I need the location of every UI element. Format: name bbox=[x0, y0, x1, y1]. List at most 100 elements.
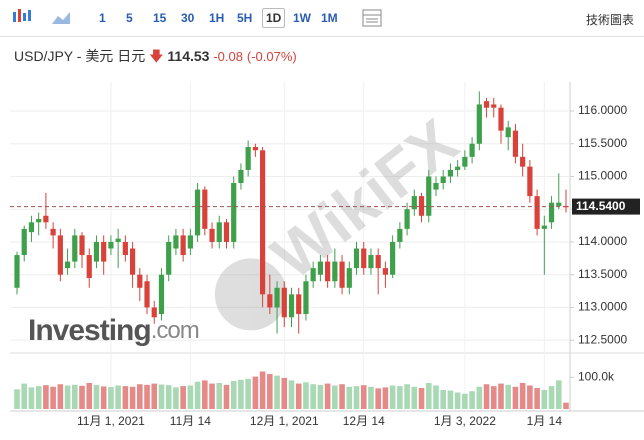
interval-button[interactable]: 1D bbox=[262, 8, 286, 28]
volume-bar bbox=[454, 392, 461, 409]
candle-body bbox=[512, 130, 519, 157]
volume-bar bbox=[303, 382, 309, 409]
y-tick-label: 115.0000 bbox=[578, 169, 627, 183]
volume-bar bbox=[274, 375, 280, 409]
volume-bar bbox=[230, 381, 237, 409]
volume-bar bbox=[324, 383, 331, 409]
volume-bar bbox=[216, 382, 223, 409]
technical-chart-link[interactable]: 技術圖表 bbox=[585, 13, 634, 27]
volume-bar bbox=[425, 382, 432, 409]
candle-body bbox=[404, 209, 410, 229]
y-tick-label: 112.5000 bbox=[578, 332, 627, 346]
current-price-label: 114.5400 bbox=[576, 199, 626, 213]
candle-body bbox=[14, 255, 20, 288]
volume-bar bbox=[483, 384, 490, 409]
volume-bar bbox=[519, 382, 526, 409]
volume-bar bbox=[28, 387, 35, 409]
candle-body bbox=[209, 228, 215, 242]
candle-body bbox=[520, 156, 526, 167]
candle-body bbox=[86, 255, 92, 278]
volume-bar bbox=[555, 380, 562, 409]
volume-bar bbox=[173, 387, 179, 409]
x-tick-label: 12月 14 bbox=[343, 414, 385, 428]
interval-button[interactable]: 30 bbox=[181, 11, 195, 25]
candle-body bbox=[390, 241, 396, 275]
candle-body bbox=[440, 176, 446, 184]
candle-body bbox=[339, 261, 345, 288]
interval-button[interactable]: 15 bbox=[153, 11, 167, 25]
volume-bar bbox=[389, 385, 396, 409]
volume-bar bbox=[440, 389, 446, 409]
volume-bar bbox=[317, 384, 324, 409]
volume-bar bbox=[512, 386, 519, 409]
chart-type-icons[interactable] bbox=[0, 0, 90, 36]
candle-body bbox=[274, 287, 280, 308]
candle-body bbox=[411, 196, 417, 210]
volume-bar bbox=[129, 386, 136, 409]
volume-bar bbox=[137, 384, 143, 409]
candle-body bbox=[36, 219, 42, 223]
volume-bar bbox=[411, 386, 418, 409]
candle-body bbox=[144, 281, 150, 308]
volume-bar bbox=[490, 386, 497, 409]
volume-bar bbox=[100, 386, 107, 409]
candle-body bbox=[129, 248, 136, 275]
interval-button[interactable]: 1 bbox=[99, 11, 106, 25]
volume-bar bbox=[281, 377, 288, 409]
volume-bar bbox=[21, 383, 28, 409]
candle-body bbox=[57, 235, 63, 275]
volume-bar bbox=[527, 385, 533, 409]
candle-body bbox=[180, 235, 186, 256]
change: -0.08 bbox=[213, 49, 243, 64]
volume-bar bbox=[223, 384, 230, 409]
interval-button[interactable]: 1H bbox=[209, 11, 225, 25]
volume-bar bbox=[144, 384, 150, 409]
y-tick-label: 116.0000 bbox=[578, 103, 627, 117]
volume-bar bbox=[57, 384, 64, 409]
x-tick-label: 12月 1, 2021 bbox=[250, 414, 319, 428]
candle-body bbox=[194, 189, 201, 236]
interval-button[interactable]: 1M bbox=[321, 11, 338, 25]
volume-bar bbox=[346, 386, 353, 409]
x-tick-label: 1月 14 bbox=[527, 414, 563, 428]
volume-bar bbox=[71, 384, 78, 409]
candle-body bbox=[216, 222, 222, 242]
candle-body bbox=[346, 268, 352, 288]
candle-body bbox=[151, 307, 157, 318]
candle-body bbox=[447, 169, 454, 177]
candle-body bbox=[505, 127, 511, 138]
interval-button[interactable]: 5 bbox=[126, 11, 133, 25]
candle-body bbox=[202, 189, 208, 229]
candle-body bbox=[426, 176, 432, 216]
interval-button[interactable]: 1W bbox=[293, 11, 311, 25]
volume-bar bbox=[404, 384, 410, 409]
candle-body bbox=[288, 294, 295, 318]
volume-bar bbox=[469, 391, 475, 409]
candle-body bbox=[281, 287, 287, 318]
candle-body bbox=[115, 238, 121, 242]
candle-body bbox=[166, 241, 172, 275]
candle-body bbox=[527, 166, 533, 197]
volume-bar bbox=[252, 376, 259, 409]
volume-bar bbox=[295, 383, 302, 409]
volume-bar bbox=[397, 386, 403, 409]
candle-body bbox=[548, 202, 555, 223]
candle-body bbox=[556, 202, 562, 206]
y-tick-label: 114.0000 bbox=[578, 234, 627, 248]
candle-body bbox=[260, 150, 266, 295]
candle-body bbox=[368, 255, 374, 269]
interval-button[interactable]: 5H bbox=[237, 11, 253, 25]
candle-body bbox=[238, 169, 244, 184]
brand-suffix: .com bbox=[151, 317, 199, 344]
settings-icon[interactable] bbox=[360, 6, 384, 30]
volume-bar bbox=[382, 387, 389, 409]
wikifx-watermark: WikiFX bbox=[214, 105, 471, 331]
volume-bar bbox=[202, 380, 208, 409]
x-tick-label: 1月 3, 2022 bbox=[434, 414, 496, 428]
y-tick-label: 115.5000 bbox=[578, 136, 627, 150]
down-arrow: 🡇 bbox=[149, 48, 164, 64]
volume-bar bbox=[332, 385, 338, 409]
volume-bar bbox=[108, 387, 114, 409]
candle-body bbox=[158, 274, 165, 314]
quote-header: USD/JPY - 美元 日元 🡇 114.53 -0.08 (-0.07%) bbox=[14, 46, 297, 70]
